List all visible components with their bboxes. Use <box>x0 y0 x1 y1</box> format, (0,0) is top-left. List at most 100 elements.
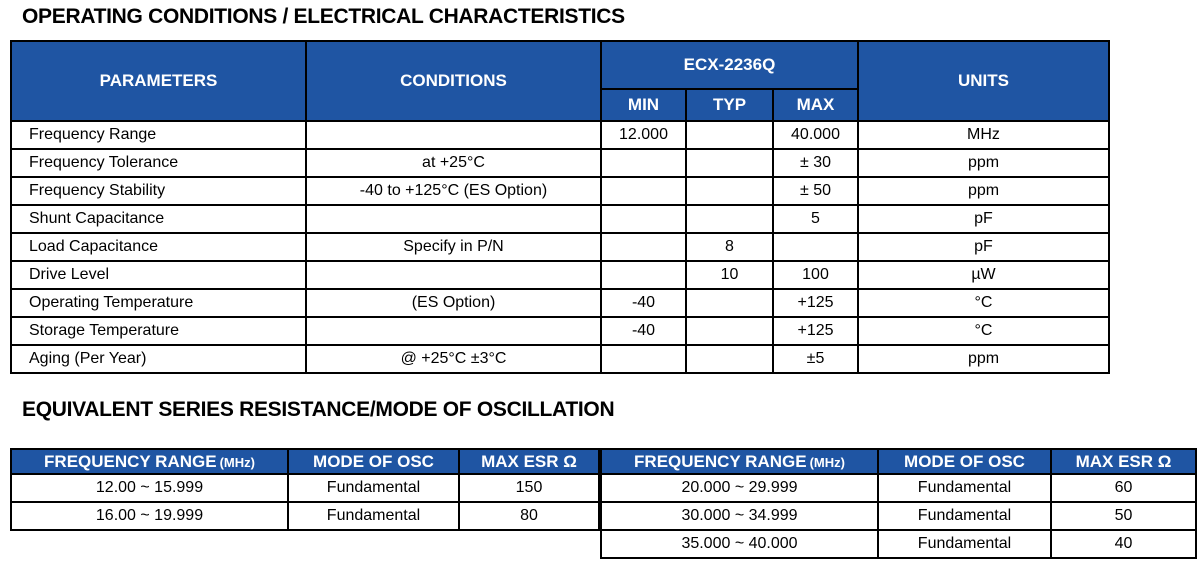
esr-cell: 60 <box>1050 473 1197 503</box>
table-row: 20.000 ~ 29.999 Fundamental 60 <box>600 473 1197 503</box>
mode-cell: Fundamental <box>287 501 460 531</box>
table-row: Load Capacitance Specify in P/N 8 pF <box>10 232 1110 262</box>
condition-cell: (ES Option) <box>305 288 602 318</box>
section-title-operating-conditions: OPERATING CONDITIONS / ELECTRICAL CHARAC… <box>22 5 625 28</box>
table-row: Frequency Range 12.000 40.000 MHz <box>10 120 1110 150</box>
condition-cell: -40 to +125°C (ES Option) <box>305 176 602 206</box>
col-header-max: MAX <box>772 88 859 122</box>
section-title-esr-mode: EQUIVALENT SERIES RESISTANCE/MODE OF OSC… <box>22 398 615 421</box>
units-cell: ppm <box>857 148 1110 178</box>
table-row: Drive Level 10 100 µW <box>10 260 1110 290</box>
range-cell: 30.000 ~ 34.999 <box>600 501 879 531</box>
condition-cell <box>305 204 602 234</box>
typ-cell <box>685 120 774 150</box>
table-row: 12.00 ~ 15.999 Fundamental 150 <box>10 473 600 503</box>
mode-cell: Fundamental <box>877 529 1052 559</box>
max-cell: ± 50 <box>772 176 859 206</box>
col-header-mode-of-osc: MODE OF OSC <box>287 448 460 475</box>
units-cell: °C <box>857 316 1110 346</box>
condition-cell <box>305 316 602 346</box>
max-cell: +125 <box>772 288 859 318</box>
condition-cell: at +25°C <box>305 148 602 178</box>
min-cell: 12.000 <box>600 120 687 150</box>
col-header-frequency-range: FREQUENCY RANGE (MHz) <box>600 448 879 475</box>
col-header-min: MIN <box>600 88 687 122</box>
param-cell: Frequency Range <box>10 120 307 150</box>
table-row: 16.00 ~ 19.999 Fundamental 80 <box>10 501 600 531</box>
table-row: 35.000 ~ 40.000 Fundamental 40 <box>600 529 1197 559</box>
units-cell: MHz <box>857 120 1110 150</box>
condition-cell <box>305 120 602 150</box>
frequency-range-unit: (MHz) <box>809 454 845 470</box>
condition-cell: @ +25°C ±3°C <box>305 344 602 374</box>
units-cell: µW <box>857 260 1110 290</box>
typ-cell <box>685 204 774 234</box>
esr-table-right: FREQUENCY RANGE (MHz) MODE OF OSC MAX ESR… <box>600 448 1197 559</box>
table-row: 30.000 ~ 34.999 Fundamental 50 <box>600 501 1197 531</box>
col-header-part-number: ECX-2236Q <box>600 40 859 90</box>
min-cell <box>600 260 687 290</box>
max-cell: 5 <box>772 204 859 234</box>
typ-cell <box>685 176 774 206</box>
param-cell: Aging (Per Year) <box>10 344 307 374</box>
units-cell: pF <box>857 232 1110 262</box>
table-row: Shunt Capacitance 5 pF <box>10 204 1110 234</box>
max-cell: ±5 <box>772 344 859 374</box>
esr-table-left-wrap: FREQUENCY RANGE (MHz) MODE OF OSC MAX ESR… <box>10 448 600 531</box>
col-header-mode-of-osc: MODE OF OSC <box>877 448 1052 475</box>
frequency-range-label: FREQUENCY RANGE <box>634 451 807 471</box>
min-cell <box>600 148 687 178</box>
col-header-parameters: PARAMETERS <box>10 40 307 122</box>
col-header-max-esr: MAX ESR Ω <box>458 448 600 475</box>
frequency-range-label: FREQUENCY RANGE <box>44 451 217 471</box>
min-cell <box>600 344 687 374</box>
table-row: Operating Temperature (ES Option) -40 +1… <box>10 288 1110 318</box>
condition-cell <box>305 260 602 290</box>
typ-cell: 10 <box>685 260 774 290</box>
electrical-characteristics-table-wrap: PARAMETERS CONDITIONS ECX-2236Q UNITS MI… <box>10 40 1110 374</box>
mode-cell: Fundamental <box>877 501 1052 531</box>
max-cell: +125 <box>772 316 859 346</box>
max-cell: ± 30 <box>772 148 859 178</box>
condition-cell: Specify in P/N <box>305 232 602 262</box>
param-cell: Operating Temperature <box>10 288 307 318</box>
typ-cell <box>685 316 774 346</box>
esr-cell: 80 <box>458 501 600 531</box>
col-header-conditions: CONDITIONS <box>305 40 602 122</box>
table-row: Storage Temperature -40 +125 °C <box>10 316 1110 346</box>
frequency-range-unit: (MHz) <box>219 454 255 470</box>
typ-cell <box>685 344 774 374</box>
esr-table-left: FREQUENCY RANGE (MHz) MODE OF OSC MAX ESR… <box>10 448 600 531</box>
esr-cell: 50 <box>1050 501 1197 531</box>
param-cell: Frequency Stability <box>10 176 307 206</box>
typ-cell <box>685 288 774 318</box>
max-cell: 100 <box>772 260 859 290</box>
range-cell: 35.000 ~ 40.000 <box>600 529 879 559</box>
min-cell: -40 <box>600 288 687 318</box>
max-cell: 40.000 <box>772 120 859 150</box>
esr-cell: 150 <box>458 473 600 503</box>
min-cell <box>600 176 687 206</box>
range-cell: 20.000 ~ 29.999 <box>600 473 879 503</box>
min-cell <box>600 232 687 262</box>
param-cell: Frequency Tolerance <box>10 148 307 178</box>
col-header-typ: TYP <box>685 88 774 122</box>
typ-cell <box>685 148 774 178</box>
param-cell: Drive Level <box>10 260 307 290</box>
typ-cell: 8 <box>685 232 774 262</box>
max-cell <box>772 232 859 262</box>
col-header-frequency-range: FREQUENCY RANGE (MHz) <box>10 448 289 475</box>
param-cell: Storage Temperature <box>10 316 307 346</box>
electrical-characteristics-table: PARAMETERS CONDITIONS ECX-2236Q UNITS MI… <box>10 40 1110 374</box>
min-cell: -40 <box>600 316 687 346</box>
units-cell: °C <box>857 288 1110 318</box>
units-cell: ppm <box>857 176 1110 206</box>
param-cell: Shunt Capacitance <box>10 204 307 234</box>
col-header-units: UNITS <box>857 40 1110 122</box>
min-cell <box>600 204 687 234</box>
units-cell: ppm <box>857 344 1110 374</box>
table-row: Frequency Stability -40 to +125°C (ES Op… <box>10 176 1110 206</box>
table-row: Frequency Tolerance at +25°C ± 30 ppm <box>10 148 1110 178</box>
units-cell: pF <box>857 204 1110 234</box>
